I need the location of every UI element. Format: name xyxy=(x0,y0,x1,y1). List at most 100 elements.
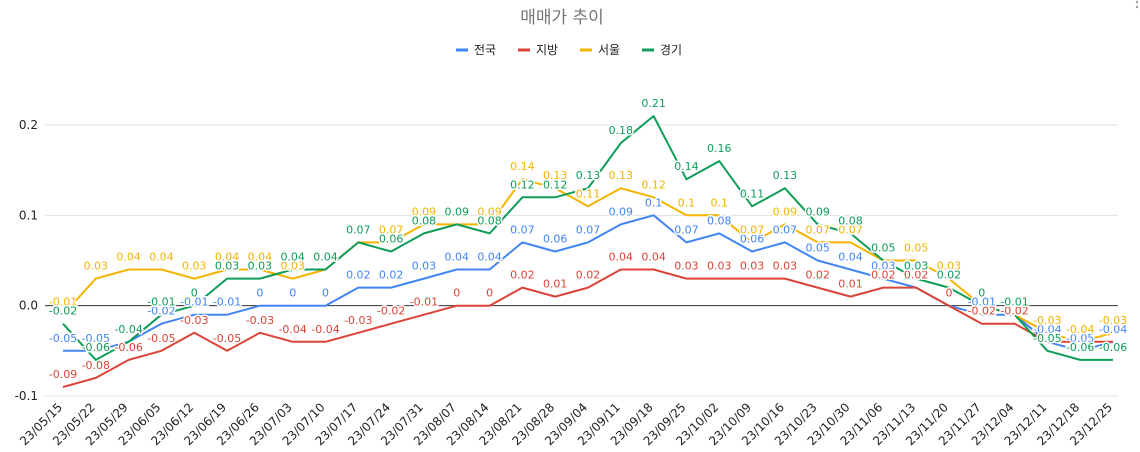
data-label: -0.01 xyxy=(410,296,438,309)
data-label: 0.07 xyxy=(740,223,765,236)
data-label: -0.03 xyxy=(246,314,274,327)
data-label: 0.04 xyxy=(149,251,174,264)
data-label: -0.04 xyxy=(1066,323,1094,336)
data-label: -0.03 xyxy=(344,314,372,327)
data-label: -0.01 xyxy=(180,296,208,309)
data-label: 0.03 xyxy=(871,260,896,273)
data-label: 0.03 xyxy=(84,260,109,273)
data-label: 0.07 xyxy=(379,223,404,236)
series-line xyxy=(62,115,1113,361)
data-label: 0.12 xyxy=(543,178,568,191)
gridlines xyxy=(45,124,1118,397)
data-label: 0.06 xyxy=(379,232,404,245)
data-label: 0.03 xyxy=(904,260,929,273)
data-label: 0.16 xyxy=(707,142,732,155)
data-label: 0.07 xyxy=(805,223,830,236)
data-label: 0.07 xyxy=(576,223,601,236)
data-label: 0.08 xyxy=(477,214,502,227)
legend-entry-label[interactable]: 경기 xyxy=(660,43,682,57)
data-label: -0.04 xyxy=(311,323,339,336)
data-label: 0.04 xyxy=(445,251,470,264)
data-label: -0.05 xyxy=(147,332,175,345)
legend-entry-label[interactable]: 전국 xyxy=(474,43,496,57)
data-label: 0 xyxy=(453,287,460,300)
data-label: 0.1 xyxy=(645,196,663,209)
data-label: -0.06 xyxy=(82,341,110,354)
legend-entry-label[interactable]: 지방 xyxy=(536,43,558,57)
data-label: -0.05 xyxy=(213,332,241,345)
data-label: 0.07 xyxy=(838,223,863,236)
data-label: 0 xyxy=(256,287,263,300)
data-label: -0.03 xyxy=(1099,314,1127,327)
data-label: 0.1 xyxy=(678,196,696,209)
data-label: 0.04 xyxy=(477,251,502,264)
data-label: 0.02 xyxy=(346,269,371,282)
series-line xyxy=(62,268,1113,388)
data-label: 0.08 xyxy=(838,214,863,227)
data-label: -0.06 xyxy=(1066,341,1094,354)
data-label: 0.1 xyxy=(711,196,729,209)
x-axis: 23/05/1523/05/2223/05/2923/06/0523/06/12… xyxy=(17,400,1115,448)
data-label: -0.05 xyxy=(1033,332,1061,345)
data-label: -0.01 xyxy=(213,296,241,309)
data-label: 0.06 xyxy=(543,232,568,245)
legend-entry-label[interactable]: 서울 xyxy=(598,43,620,57)
data-label: -0.04 xyxy=(114,323,142,336)
series-layer xyxy=(62,115,1114,388)
data-label: 0 xyxy=(978,287,985,300)
data-label: 0.04 xyxy=(248,251,273,264)
data-label: -0.09 xyxy=(49,368,77,381)
data-label: 0.04 xyxy=(116,251,141,264)
data-label: 0.07 xyxy=(346,223,371,236)
data-label: -0.03 xyxy=(1033,314,1061,327)
data-label: 0.11 xyxy=(576,187,601,200)
data-label: 0.18 xyxy=(609,124,634,137)
data-label: -0.06 xyxy=(114,341,142,354)
data-label: -0.01 xyxy=(968,296,996,309)
y-axis: -0.1 0.0 0.1 0.2 xyxy=(15,118,38,403)
y-tick-label: 0.1 xyxy=(19,208,38,222)
data-label: -0.04 xyxy=(1033,323,1061,336)
data-label: 0.04 xyxy=(609,251,634,264)
data-label: -0.02 xyxy=(377,305,405,318)
data-label: 0.09 xyxy=(477,205,502,218)
data-label: 0.01 xyxy=(838,278,863,291)
data-label: 0.02 xyxy=(904,269,929,282)
y-tick-label: -0.1 xyxy=(15,389,38,403)
data-label: 0.13 xyxy=(773,169,798,182)
data-label: 0.02 xyxy=(805,269,830,282)
data-label: 0.03 xyxy=(182,260,207,273)
data-label: -0.02 xyxy=(147,305,175,318)
data-label: -0.02 xyxy=(1000,305,1028,318)
data-label: 0.05 xyxy=(904,242,929,255)
data-label: 0.12 xyxy=(641,178,666,191)
data-label: 0.03 xyxy=(248,260,273,273)
more-vertical-icon[interactable] xyxy=(1135,0,1139,9)
data-label: 0 xyxy=(486,287,493,300)
data-label: -0.01 xyxy=(49,296,77,309)
data-label: -0.06 xyxy=(1099,341,1127,354)
data-label: 0.09 xyxy=(609,205,634,218)
data-label: 0 xyxy=(945,287,952,300)
data-label: 0.13 xyxy=(609,169,634,182)
data-label: 0.02 xyxy=(576,269,601,282)
data-label: 0.09 xyxy=(773,205,798,218)
data-label: 0.21 xyxy=(641,97,666,110)
data-label: 0.14 xyxy=(510,160,535,173)
data-label: 0 xyxy=(289,287,296,300)
data-label: 0.04 xyxy=(215,251,240,264)
data-label: -0.04 xyxy=(1099,323,1127,336)
data-label: 0 xyxy=(191,287,198,300)
data-label: 0.03 xyxy=(707,260,732,273)
data-label: 0.14 xyxy=(674,160,699,173)
data-label: 0.02 xyxy=(904,269,929,282)
data-label: 0.09 xyxy=(805,205,830,218)
data-label: 0.08 xyxy=(412,214,437,227)
data-label: 0.02 xyxy=(871,269,896,282)
data-labels: -0.05 -0.05-0.02-0.01 -0.010 0 00.02 0.020.03… xyxy=(47,95,1128,382)
y-tick-label: 0.2 xyxy=(19,118,38,132)
data-label: 0.03 xyxy=(937,260,962,273)
data-label: -0.02 xyxy=(49,305,77,318)
data-label: -0.05 xyxy=(82,332,110,345)
